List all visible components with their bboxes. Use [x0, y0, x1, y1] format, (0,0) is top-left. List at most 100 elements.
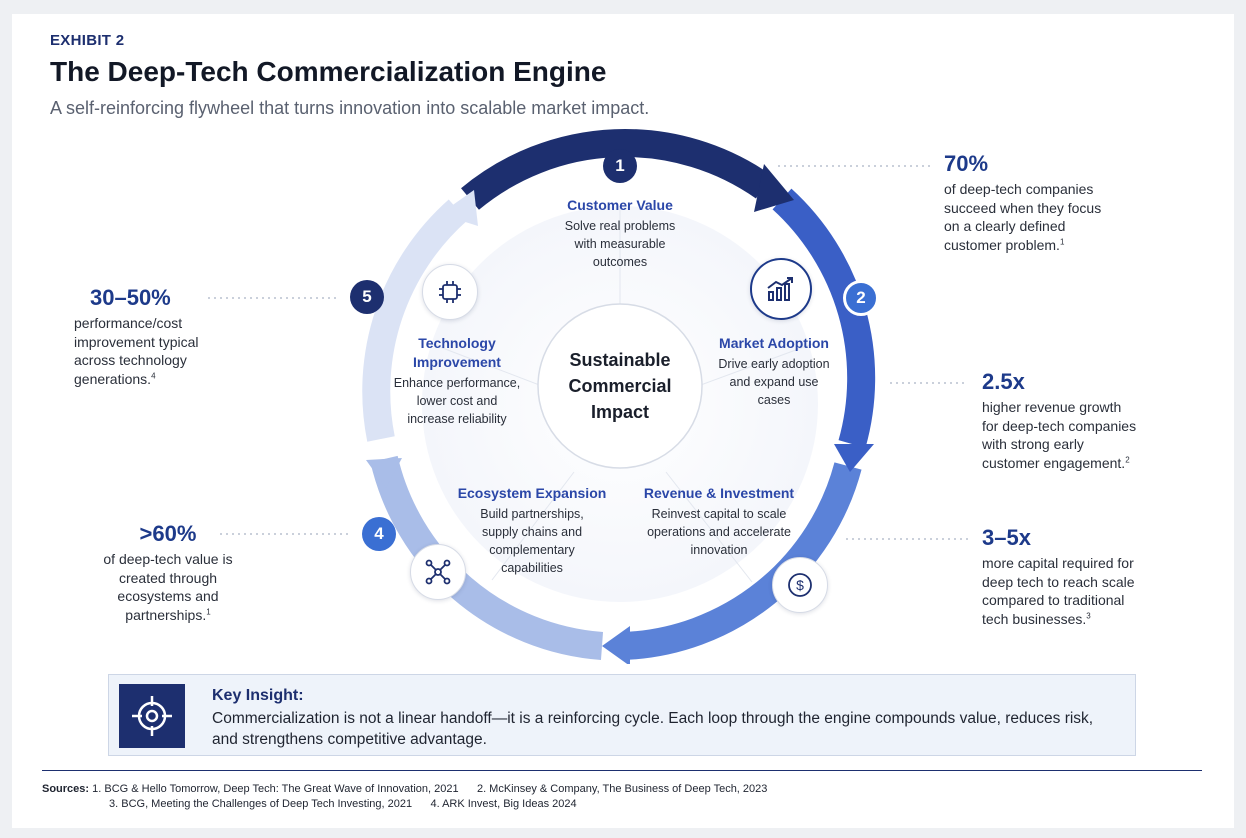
stage-desc-line: Build partnerships,	[480, 507, 584, 521]
stage-customer-value: Customer Value Solve real problems with …	[540, 196, 700, 271]
arrowhead	[834, 444, 874, 472]
key-insight-box: Key Insight: Commercialization is not a …	[108, 674, 1136, 756]
stat-value: 70%	[944, 151, 989, 176]
stage-title: Revenue & Investment	[643, 485, 795, 501]
stat-line: ecosystems and	[117, 588, 219, 604]
center-circle	[537, 303, 703, 469]
stage-desc-line: Reinvest capital to scale	[651, 507, 787, 521]
stage-desc-line: Drive early adoption	[718, 357, 830, 371]
stage-title: Ecosystem Expansion	[457, 485, 607, 501]
footnote-ref: 1	[1059, 236, 1065, 246]
page-subtitle: A self-reinforcing flywheel that turns i…	[50, 98, 650, 118]
ring-segment-customer-value	[461, 129, 773, 210]
svg-text:$: $	[796, 577, 804, 593]
stat-line: created through	[118, 569, 218, 586]
stage-title: Improvement	[413, 354, 501, 370]
stage-market-adoption: Market Adoption Drive early adoption and…	[706, 334, 842, 409]
exhibit-label: EXHIBIT 2	[50, 32, 125, 49]
stage-ecosystem-expansion: Ecosystem Expansion Build partnerships, …	[448, 484, 616, 577]
stat-line: compared to traditional	[982, 592, 1125, 608]
stat-line-text: partnerships.	[125, 606, 207, 623]
stage-desc-line: outcomes	[592, 255, 648, 269]
stage-title: Customer Value	[567, 197, 673, 213]
stage-desc-line: Enhance performance,	[393, 376, 521, 390]
stat-line: across technology	[74, 352, 187, 368]
stat-line: generations.4	[74, 370, 244, 389]
stage-title: Market Adoption	[719, 335, 829, 351]
sources-label: Sources:	[42, 783, 90, 795]
growth-chart-icon	[767, 277, 793, 301]
stage-desc-line: capabilities	[501, 561, 563, 575]
growth-chart-icon	[750, 258, 812, 320]
stat-line: with strong early	[982, 436, 1084, 452]
network-icon	[425, 559, 451, 585]
center-label-line: Sustainable	[569, 350, 671, 370]
crosshair-icon	[132, 696, 172, 736]
center-label: Sustainable Commercial Impact	[538, 347, 702, 425]
stat-line: customer engagement.2	[982, 454, 1192, 473]
stage-description: Reinvest capital to scale operations and…	[632, 505, 806, 559]
stat-value: 30–50%	[90, 285, 171, 310]
stage-description: Drive early adoption and expand use case…	[706, 355, 842, 409]
dollar-icon: $	[772, 557, 828, 613]
stat-line: of deep-tech companies	[944, 181, 1094, 197]
divider-line	[431, 343, 543, 387]
sources-line-1: Sources: 1. BCG & Hello Tomorrow, Deep T…	[42, 780, 767, 798]
stat-line-text: tech businesses.	[982, 610, 1087, 627]
arrowhead	[602, 626, 630, 664]
stat-line: succeed when they focus	[944, 199, 1102, 216]
stat-line: higher revenue growth	[982, 399, 1122, 415]
ring-segment-ecosystem-expansion	[370, 455, 604, 660]
flywheel-diagram	[208, 129, 968, 664]
arrowhead	[754, 164, 794, 212]
stage-desc-line: complementary	[489, 543, 575, 557]
ring-segment-revenue-investment	[623, 462, 862, 660]
chip-icon	[439, 281, 461, 303]
stat-line: customer problem.1	[944, 236, 1164, 255]
stage-desc-line: operations and accelerate	[647, 525, 791, 539]
stat-customer-focus: 70% of deep-tech companies succeed when …	[944, 150, 1164, 254]
stage-desc-line: supply chains and	[481, 525, 583, 539]
stat-value: 3–5x	[982, 525, 1031, 550]
stat-line-text: customer engagement.	[982, 454, 1126, 471]
stat-line: deep tech to reach scale	[982, 573, 1135, 590]
stage-desc-line: and expand use	[729, 375, 819, 389]
stage-desc-line: Solve real problems	[564, 219, 676, 233]
ring-segment-technology-improvement	[362, 199, 468, 442]
page-title: The Deep-Tech Commercialization Engine	[50, 56, 607, 87]
footnote-ref: 2	[1125, 454, 1130, 464]
center-label-line: Commercial	[568, 376, 672, 396]
stage-desc-line: with measurable	[574, 237, 666, 251]
center-label-line: Impact	[590, 402, 650, 422]
divider-line	[491, 471, 575, 581]
stat-capital-required: 3–5x more capital required for deep tech…	[982, 524, 1192, 628]
stat-revenue-growth: 2.5x higher revenue growth for deep-tech…	[982, 368, 1192, 472]
stage-number-5: 5	[350, 280, 384, 314]
footnote-ref: 3	[1086, 610, 1091, 620]
key-insight-text: Commercialization is not a linear handof…	[212, 710, 1094, 748]
stat-line: more capital required for	[982, 555, 1134, 571]
source-2: 2. McKinsey & Company, The Business of D…	[476, 783, 768, 795]
arrowhead	[366, 458, 402, 488]
stat-line: improvement typical	[74, 333, 199, 350]
stage-desc-line: lower cost and	[416, 394, 498, 408]
chip-icon	[422, 264, 478, 320]
stat-value: 2.5x	[982, 369, 1025, 394]
arrowhead	[440, 190, 478, 226]
source-3: 3. BCG, Meeting the Challenges of Deep T…	[109, 798, 413, 810]
footnote-ref: 1	[206, 606, 211, 616]
dollar-icon: $	[788, 573, 812, 597]
source-1: 1. BCG & Hello Tomorrow, Deep Tech: The …	[92, 783, 459, 795]
stat-performance-cost: 30–50% performance/cost improvement typi…	[74, 284, 244, 388]
crosshair-icon	[119, 684, 185, 748]
stat-line-text: generations.	[74, 370, 152, 387]
stat-line: performance/cost	[74, 315, 183, 331]
divider-line	[697, 343, 813, 387]
stage-number-2: 2	[843, 280, 879, 316]
stage-revenue-investment: Revenue & Investment Reinvest capital to…	[632, 484, 806, 559]
network-icon	[410, 544, 466, 600]
footnote-ref: 4	[151, 370, 156, 380]
stage-description: Solve real problems with measurable outc…	[540, 217, 700, 271]
stat-line: partnerships.1	[86, 606, 250, 625]
stage-technology-improvement: Technology Improvement Enhance performan…	[384, 334, 530, 428]
